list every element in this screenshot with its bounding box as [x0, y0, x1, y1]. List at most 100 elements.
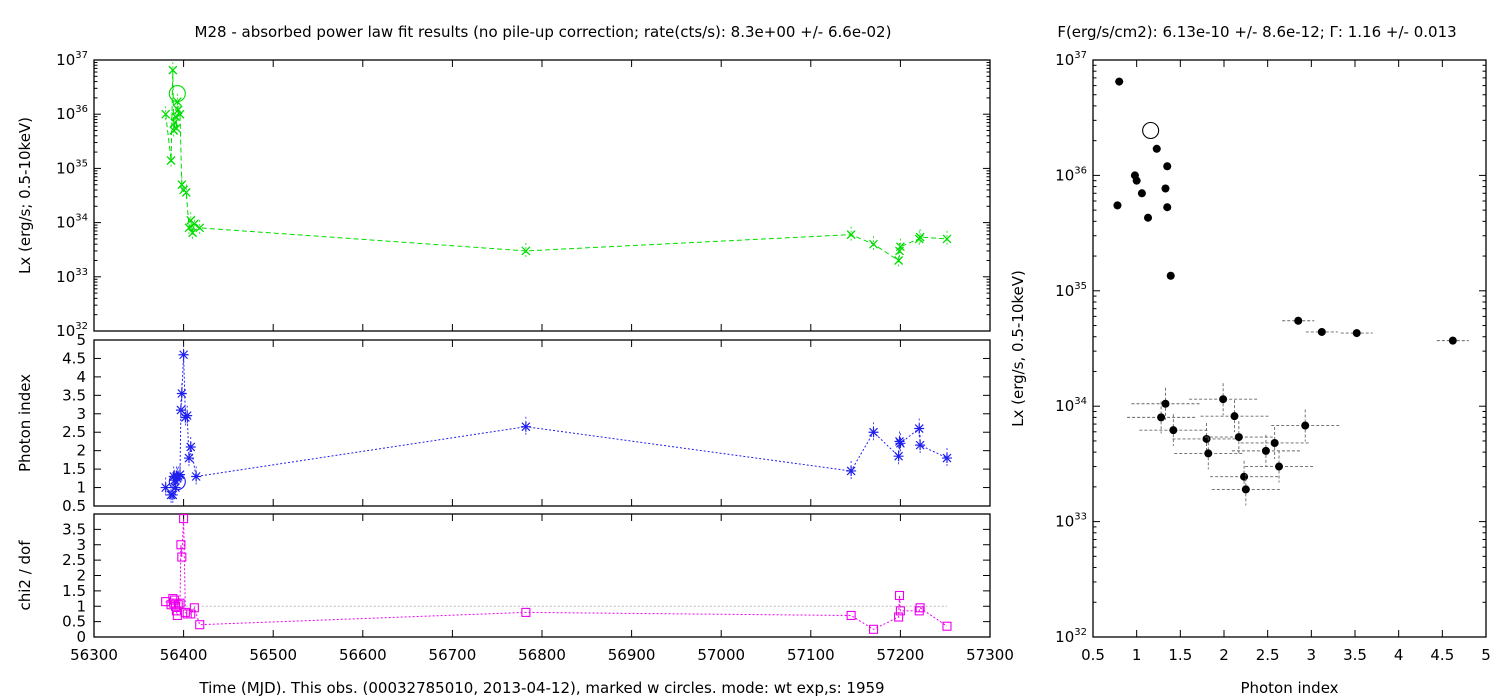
scatter-ytick-exp: 36	[1074, 165, 1087, 176]
chi2-data-point	[176, 540, 186, 550]
lx-data-point	[846, 230, 856, 240]
lx-data-point	[166, 156, 176, 165]
lx-data-point	[181, 187, 191, 197]
pi-ytick-label: 3	[76, 405, 86, 423]
pi-ytick-label: 1	[76, 479, 86, 497]
lx-data-point	[171, 123, 181, 133]
lx-ytick-label: 1035	[56, 158, 88, 177]
scatter-data-point	[1113, 201, 1122, 210]
chi2-axis-label: chi2 / dof	[16, 540, 34, 611]
scatter-data-point	[1301, 421, 1310, 430]
chi2-ytick-label: 3.5	[62, 520, 86, 538]
scatter-data-point	[1161, 184, 1170, 193]
pi-ytick-label: 2.5	[62, 423, 86, 441]
lx-ytick-label: 1037	[56, 50, 88, 69]
chi2-ytick-label: 2.5	[62, 551, 86, 569]
lx-ytick-label: 1036	[56, 104, 88, 123]
chi2-data-point	[895, 606, 905, 616]
lx-ytick-base: 10	[56, 159, 75, 177]
photon-index-data-point	[895, 438, 906, 449]
time-xtick-label: 57300	[966, 646, 1014, 664]
lx-data-point	[161, 109, 171, 119]
chi2-ytick-label: 0	[76, 628, 86, 646]
lx-ytick-exp: 33	[75, 267, 88, 278]
lx-data-point	[175, 109, 185, 119]
photon-index-data-point	[941, 453, 952, 464]
lx-ytick-label: 1032	[56, 321, 88, 340]
scatter-data-point	[1317, 327, 1326, 336]
chi2-data-point	[868, 624, 879, 634]
scatter-ytick-exp: 37	[1074, 50, 1087, 61]
lx-data-point	[915, 232, 925, 242]
scatter-data-point	[1144, 213, 1153, 222]
scatter-data-point	[1241, 485, 1250, 494]
scatter-data-point	[1204, 449, 1213, 458]
photon-index-xtick-label: 2.5	[1256, 646, 1280, 664]
photon-index-xtick-label: 4.5	[1430, 646, 1454, 664]
pi-ytick-label: 0.5	[62, 497, 86, 515]
scatter-data-point	[1157, 413, 1166, 422]
lx-data-point	[184, 223, 194, 233]
chi2-ytick-label: 3	[76, 536, 86, 554]
photon-index-data-point	[915, 440, 926, 451]
scatter-ytick-label: 1036	[1055, 165, 1087, 184]
scatter-ytick-exp: 34	[1074, 396, 1087, 407]
photon-index-data-point	[182, 410, 193, 421]
lx-data-point	[188, 228, 198, 238]
lx-ytick-base: 10	[56, 268, 75, 286]
photon-index-data-point	[893, 451, 904, 462]
lx-data-point	[168, 65, 178, 75]
scatter-data-point	[1169, 426, 1178, 435]
photon-index-xtick-label: 1.5	[1168, 646, 1192, 664]
scatter-data-point	[1448, 336, 1457, 345]
photon-index-data-point	[175, 405, 186, 416]
scatter-current-obs-marker	[1142, 121, 1160, 140]
scatter-ytick-base: 10	[1055, 282, 1074, 300]
photon-index-data-point	[178, 349, 189, 360]
photon-index-data-point	[914, 423, 925, 434]
scatter-ytick-label: 1032	[1055, 627, 1087, 646]
chi2-data-point	[894, 612, 904, 622]
scatter-ytick-label: 1034	[1055, 396, 1087, 415]
lx-ytick-exp: 32	[75, 321, 88, 332]
lx-ytick-base: 10	[56, 322, 75, 340]
lx-data-point	[189, 219, 199, 229]
chi2-data-point	[942, 621, 952, 631]
chi2-data-point	[173, 600, 183, 610]
pi-ytick-label: 4.5	[62, 349, 86, 367]
photon-index-series-line	[165, 354, 948, 496]
scatter-data-point	[1261, 446, 1270, 455]
chi2-data-point	[189, 603, 199, 613]
photon-index-xtick-label: 1	[1132, 646, 1142, 664]
photon-index-data-point	[167, 489, 178, 500]
photon-index-data-point	[846, 465, 857, 476]
scatter-data-point	[1163, 203, 1172, 212]
photon-index-data-point	[160, 482, 171, 493]
photon-index-data-point	[520, 421, 531, 432]
time-axis-label: Time (MJD). This obs. (00032785010, 2013…	[198, 679, 884, 697]
lx-ytick-exp: 35	[75, 158, 88, 169]
pi-ytick-label: 2	[76, 442, 86, 460]
lx-ytick-exp: 37	[75, 50, 88, 61]
scatter-data-point	[1152, 144, 1161, 153]
photon-index-data-point	[170, 482, 181, 493]
lx-current-obs-marker	[168, 85, 186, 103]
photon-index-xtick-label: 3	[1307, 646, 1317, 664]
scatter-data-point	[1115, 77, 1124, 86]
time-xtick-label: 56600	[339, 646, 387, 664]
time-xtick-label: 57100	[787, 646, 835, 664]
photon-index-current-obs-marker	[168, 473, 186, 491]
scatter-ytick-exp: 35	[1074, 281, 1087, 292]
scatter-data-point	[1240, 472, 1249, 481]
time-xtick-label: 56900	[608, 646, 656, 664]
lx-data-point	[521, 246, 531, 256]
scatter-data-point	[1294, 316, 1303, 325]
photon-index-xtick-label: 2	[1219, 646, 1229, 664]
lx-series-line	[165, 70, 948, 262]
chi2-data-point	[521, 607, 531, 617]
scatter-ytick-base: 10	[1055, 397, 1074, 415]
photon-index-xtick-label: 0.5	[1081, 646, 1105, 664]
photon-index-xtick-label: 5	[1481, 646, 1491, 664]
